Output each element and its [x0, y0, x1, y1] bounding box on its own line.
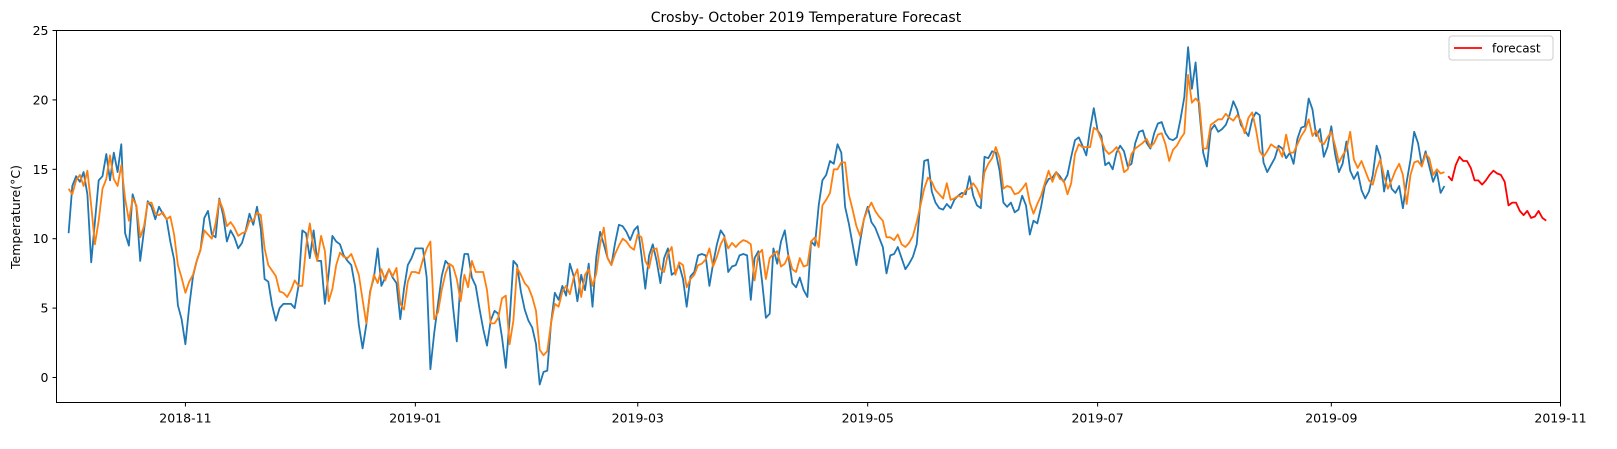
- x-tick-label: 2019-03: [612, 411, 664, 426]
- chart-title: Crosby- October 2019 Temperature Forecas…: [651, 10, 962, 26]
- y-tick-label: 10: [33, 231, 49, 246]
- legend-box: [1448, 35, 1554, 61]
- y-tick-label: 25: [33, 23, 49, 38]
- y-tick-label: 20: [33, 92, 49, 107]
- plot-frame: [56, 30, 1561, 403]
- x-axis-ticks: 2018-11 2019-01 2019-03 2019-05 2019-07 2019-…: [159, 402, 1587, 426]
- series-line-fitted: [67, 74, 1445, 357]
- y-tick-label: 5: [41, 301, 49, 316]
- series-lines: [67, 46, 1547, 386]
- x-tick-label: 2019-01: [389, 411, 441, 426]
- legend-label-forecast: forecast: [1492, 42, 1541, 56]
- y-tick-label: 0: [41, 370, 49, 385]
- x-tick-label: 2019-05: [842, 411, 894, 426]
- series-line-forecast: [1447, 155, 1547, 222]
- x-tick-label: 2019-09: [1305, 411, 1357, 426]
- y-tick-label: 15: [33, 162, 49, 177]
- x-tick-label: 2018-11: [159, 411, 211, 426]
- y-axis-label: Temperature(°C): [8, 165, 23, 270]
- series-line-actual: [67, 46, 1446, 386]
- x-tick-label: 2019-11: [1534, 411, 1586, 426]
- x-tick-label: 2019-07: [1071, 411, 1123, 426]
- legend: forecast: [1448, 35, 1554, 61]
- y-axis-ticks: 0 5 10 15 20 25: [33, 23, 57, 385]
